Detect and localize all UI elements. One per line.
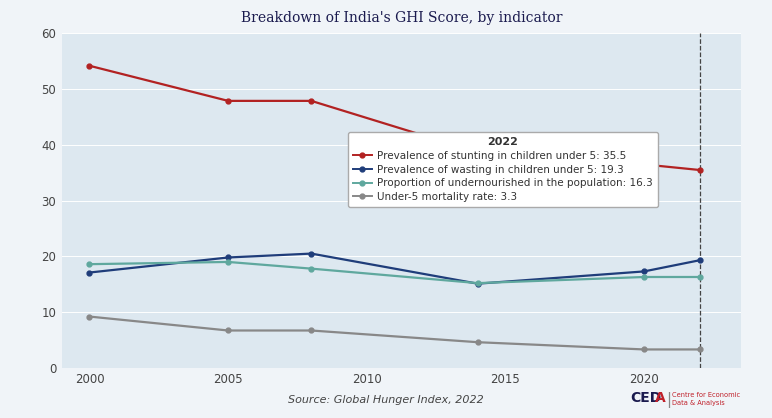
Text: Source: Global Hunger Index, 2022: Source: Global Hunger Index, 2022 (288, 395, 484, 405)
Text: CED: CED (631, 392, 662, 405)
Text: Centre for Economic
Data & Analysis: Centre for Economic Data & Analysis (672, 392, 740, 405)
Legend: Prevalence of stunting in children under 5: 35.5, Prevalence of wasting in child: Prevalence of stunting in children under… (347, 132, 658, 207)
Text: A: A (655, 392, 665, 405)
Title: Breakdown of India's GHI Score, by indicator: Breakdown of India's GHI Score, by indic… (241, 11, 562, 25)
Text: |: | (666, 392, 672, 408)
